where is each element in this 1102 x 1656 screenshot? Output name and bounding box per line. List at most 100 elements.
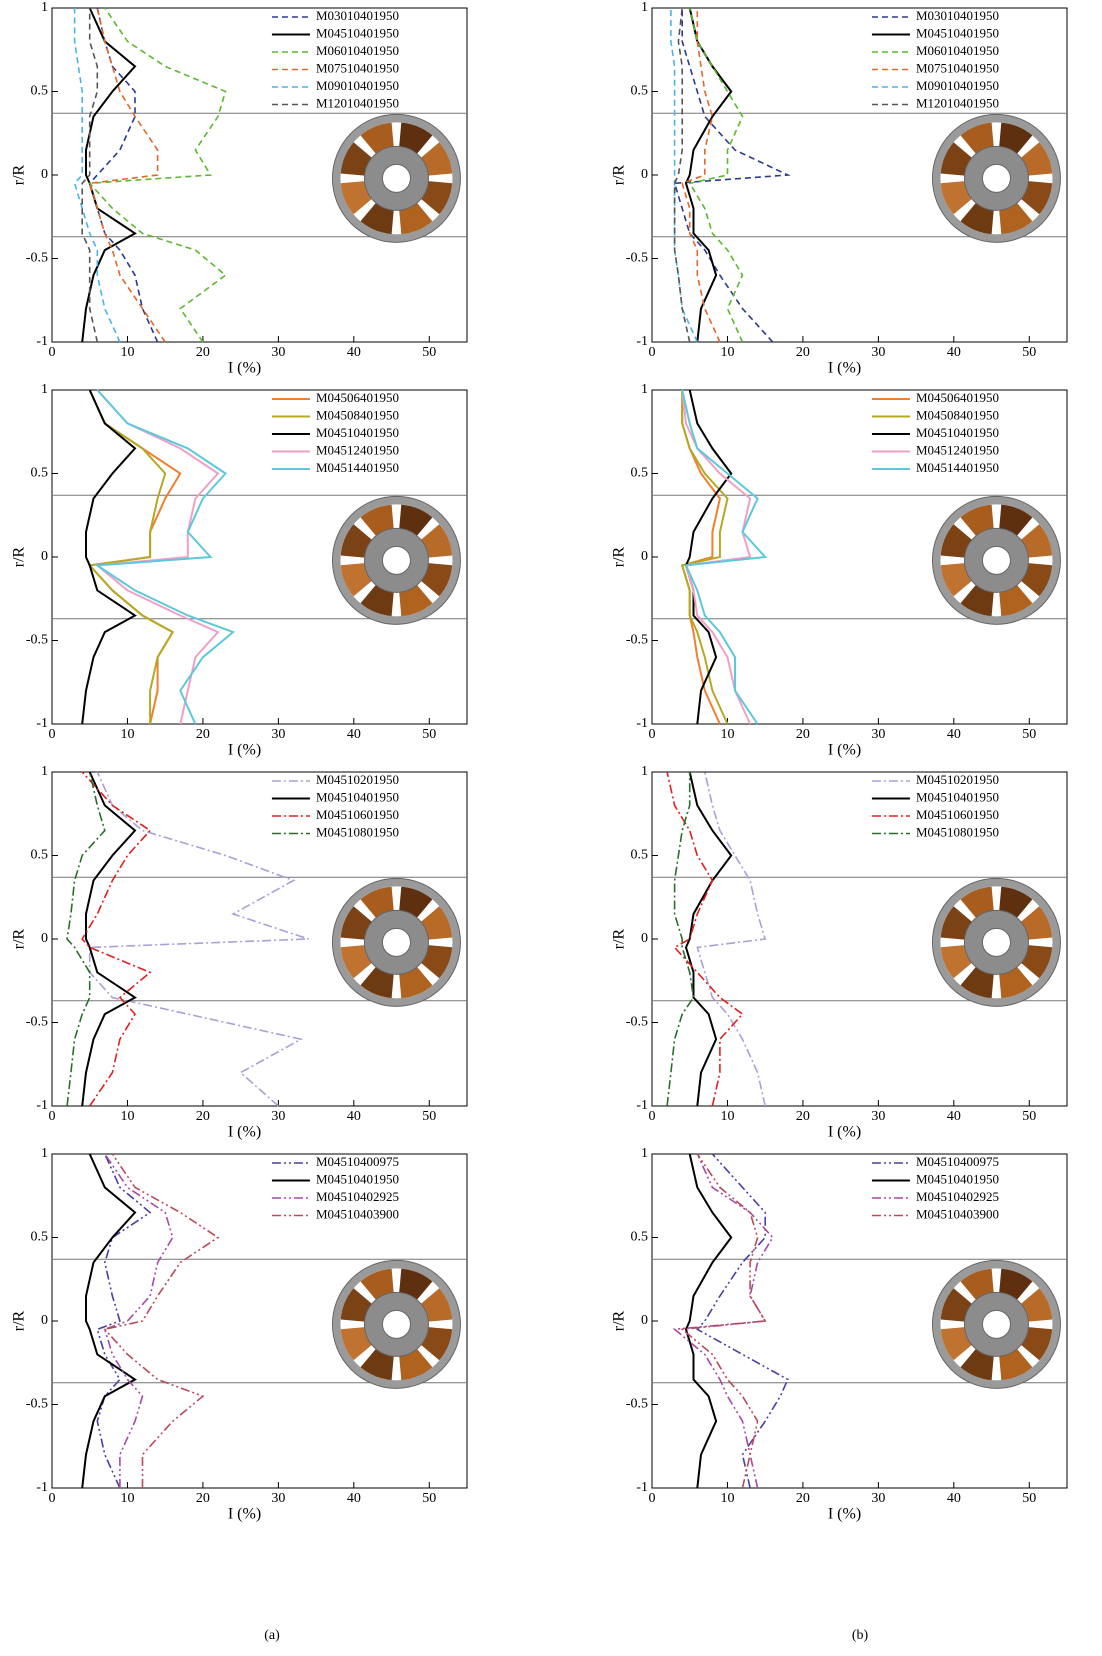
- x-tick-label: 30: [871, 345, 885, 360]
- x-tick-label: 10: [120, 345, 134, 360]
- x-tick-label: 50: [422, 1109, 436, 1124]
- x-axis-label: I (%): [228, 742, 261, 759]
- legend-label: M04510403900: [916, 1206, 999, 1221]
- y-tick-label: 1: [41, 764, 48, 779]
- legend-label: M04510402925: [916, 1189, 999, 1204]
- legend-label: M04510403900: [316, 1206, 399, 1221]
- x-axis-label: I (%): [228, 360, 261, 377]
- y-tick-label: 0.5: [631, 848, 649, 863]
- legend-label: M04508401950: [916, 407, 999, 422]
- rotor-bore: [382, 928, 410, 956]
- legend-label: M12010401950: [316, 95, 399, 110]
- legend-label: M03010401950: [916, 8, 999, 23]
- x-tick-label: 50: [1022, 345, 1036, 360]
- y-tick-label: -1: [36, 334, 48, 349]
- rotor-icon: [932, 878, 1060, 1006]
- y-tick-label: 0.5: [31, 1230, 49, 1245]
- legend-label: M04514401950: [916, 460, 999, 475]
- rotor-bore: [382, 164, 410, 192]
- x-tick-label: 0: [649, 727, 656, 742]
- y-tick-label: -1: [636, 334, 648, 349]
- y-tick-label: 1: [41, 382, 48, 397]
- x-tick-label: 20: [196, 1109, 210, 1124]
- rotor-bore: [382, 546, 410, 574]
- x-tick-label: 30: [271, 727, 285, 742]
- x-tick-label: 10: [120, 1109, 134, 1124]
- y-tick-label: 1: [641, 0, 648, 15]
- x-tick-label: 50: [1022, 1491, 1036, 1506]
- x-tick-label: 40: [947, 345, 961, 360]
- x-tick-label: 10: [720, 1491, 734, 1506]
- x-tick-label: 0: [49, 1109, 56, 1124]
- x-tick-label: 50: [1022, 727, 1036, 742]
- y-axis-label: r/R: [11, 928, 28, 949]
- rotor-bore: [982, 546, 1010, 574]
- x-tick-label: 40: [947, 1491, 961, 1506]
- y-axis-label: r/R: [611, 164, 628, 185]
- y-tick-label: 0: [641, 931, 648, 946]
- y-tick-label: -1: [36, 716, 48, 731]
- y-tick-label: -0.5: [626, 1397, 648, 1412]
- legend-label: M04510401950: [316, 25, 399, 40]
- x-tick-label: 30: [271, 345, 285, 360]
- y-tick-label: 0.5: [31, 848, 49, 863]
- caption: (b): [852, 1628, 869, 1643]
- legend-label: M04510401950: [316, 425, 399, 440]
- y-tick-label: -0.5: [26, 251, 48, 266]
- legend-label: M09010401950: [316, 78, 399, 93]
- legend-label: M04510601950: [316, 807, 399, 822]
- x-tick-label: 20: [796, 1491, 810, 1506]
- y-tick-label: 0.5: [31, 84, 49, 99]
- y-tick-label: -0.5: [626, 633, 648, 648]
- y-tick-label: -0.5: [26, 1015, 48, 1030]
- legend-label: M09010401950: [916, 78, 999, 93]
- y-tick-label: 0: [641, 549, 648, 564]
- legend-label: M04510402925: [316, 1189, 399, 1204]
- y-axis-label: r/R: [611, 546, 628, 567]
- x-tick-label: 50: [422, 1491, 436, 1506]
- y-tick-label: 0: [641, 1313, 648, 1328]
- x-tick-label: 20: [196, 727, 210, 742]
- legend-label: M04506401950: [916, 390, 999, 405]
- x-axis-label: I (%): [828, 1506, 861, 1523]
- y-tick-label: 0.5: [631, 84, 649, 99]
- legend-label: M04510201950: [916, 772, 999, 787]
- y-axis-label: r/R: [11, 1310, 28, 1331]
- x-axis-label: I (%): [228, 1124, 261, 1141]
- x-tick-label: 40: [947, 727, 961, 742]
- y-tick-label: -1: [36, 1098, 48, 1113]
- figure: (a) (b) 01020304050-1-0.500.51I (%)r/RM0…: [0, 0, 1102, 1656]
- legend-label: M03010401950: [316, 8, 399, 23]
- legend-label: M06010401950: [316, 43, 399, 58]
- rotor-icon: [332, 114, 460, 242]
- rotor-bore: [982, 1310, 1010, 1338]
- legend-label: M06010401950: [916, 43, 999, 58]
- x-tick-label: 10: [720, 1109, 734, 1124]
- y-tick-label: -1: [36, 1480, 48, 1495]
- x-tick-label: 40: [347, 1109, 361, 1124]
- legend-label: M12010401950: [916, 95, 999, 110]
- legend-label: M04510401950: [916, 1171, 999, 1186]
- x-axis-label: I (%): [228, 1506, 261, 1523]
- rotor-icon: [332, 496, 460, 624]
- rotor-icon: [332, 1260, 460, 1388]
- x-tick-label: 0: [49, 345, 56, 360]
- y-tick-label: -0.5: [26, 1397, 48, 1412]
- x-tick-label: 30: [871, 1109, 885, 1124]
- legend-label: M04510401950: [316, 789, 399, 804]
- x-tick-label: 0: [649, 1109, 656, 1124]
- y-tick-label: 1: [41, 0, 48, 15]
- y-tick-label: 0: [41, 167, 48, 182]
- x-tick-label: 30: [871, 727, 885, 742]
- y-tick-label: 0: [641, 167, 648, 182]
- x-tick-label: 10: [120, 1491, 134, 1506]
- legend-label: M07510401950: [916, 60, 999, 75]
- x-tick-label: 40: [347, 1491, 361, 1506]
- y-tick-label: 1: [41, 1146, 48, 1161]
- x-tick-label: 50: [1022, 1109, 1036, 1124]
- y-tick-label: -1: [636, 1480, 648, 1495]
- y-axis-label: r/R: [11, 164, 28, 185]
- y-tick-label: -0.5: [26, 633, 48, 648]
- legend-label: M07510401950: [316, 60, 399, 75]
- legend-label: M04510401950: [916, 425, 999, 440]
